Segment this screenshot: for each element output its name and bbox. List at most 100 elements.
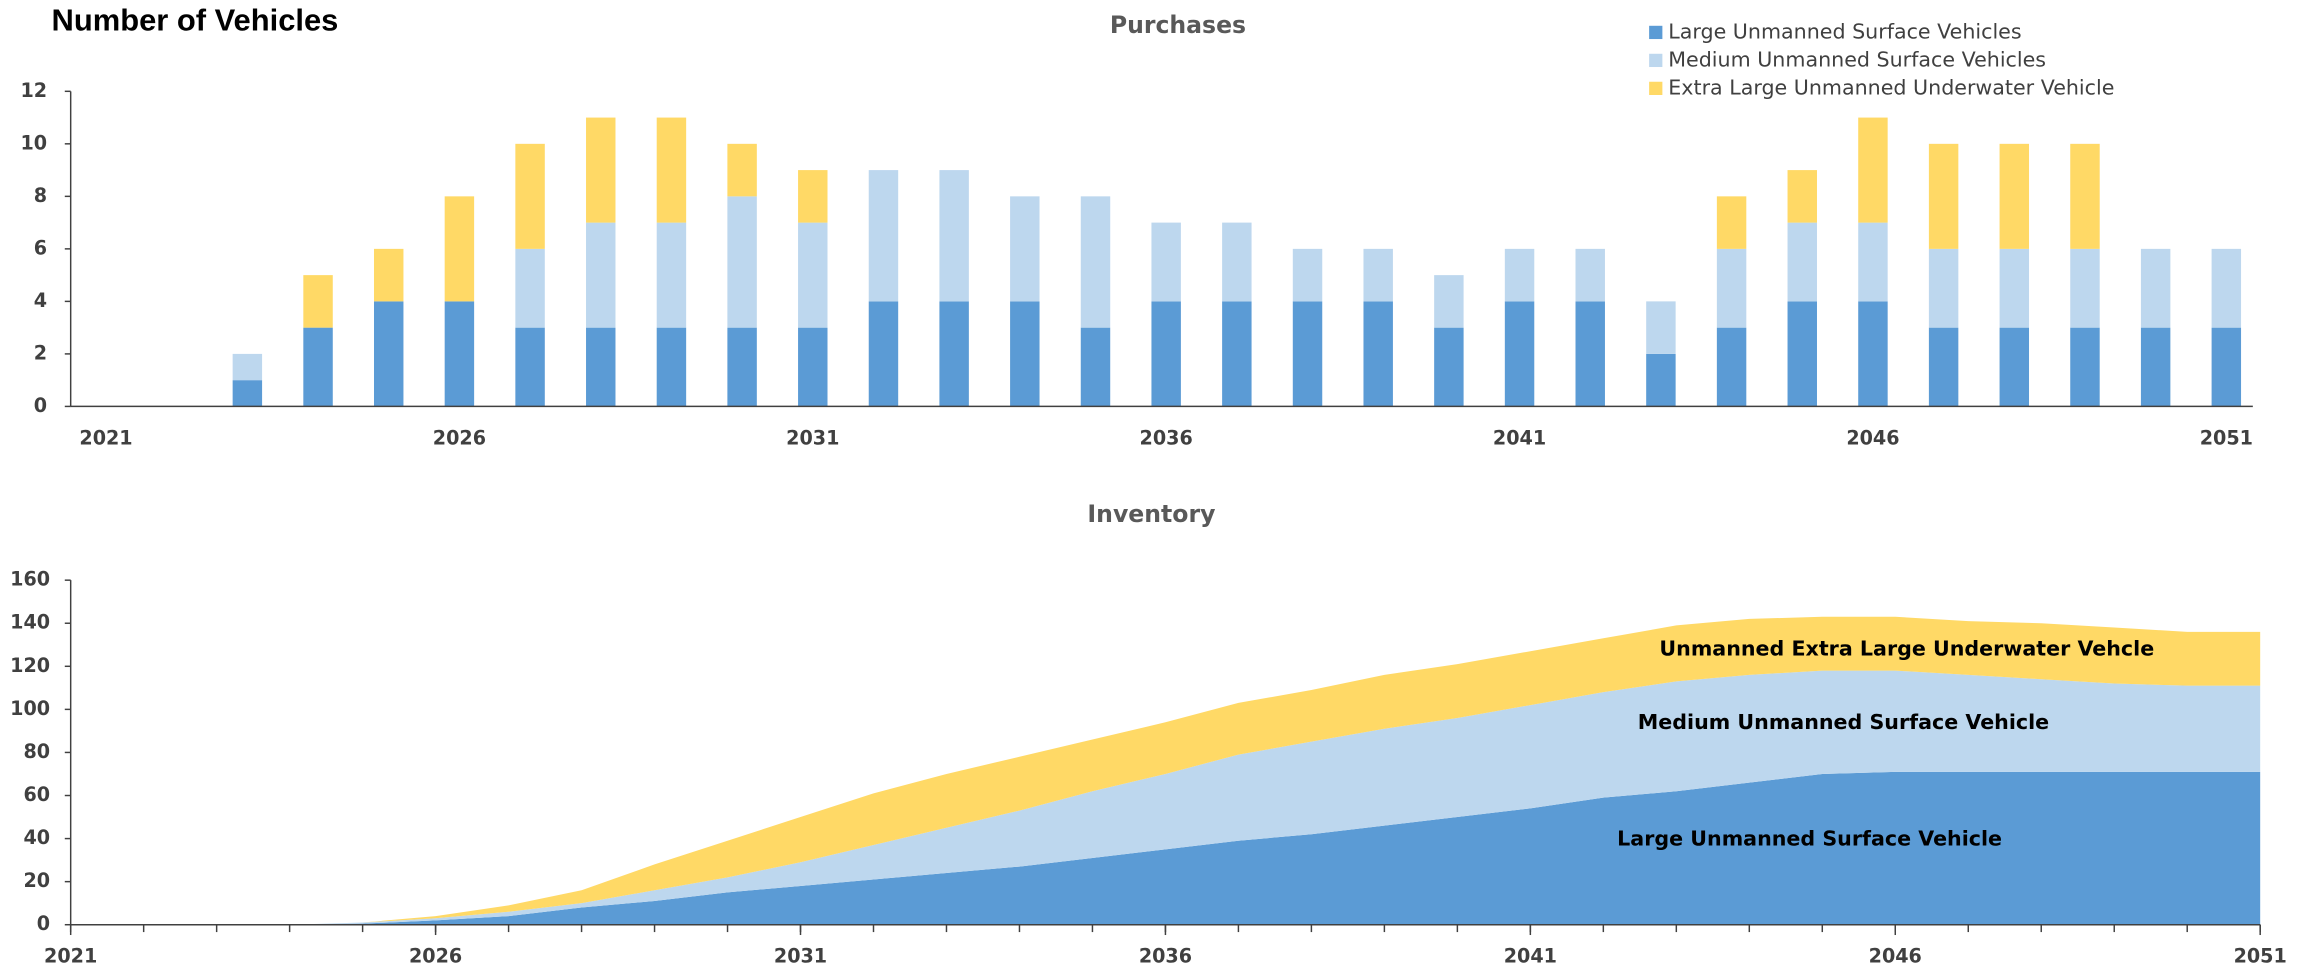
bar-segment xyxy=(2070,327,2100,407)
bar-segment xyxy=(1504,248,1535,302)
legend-swatch xyxy=(1649,81,1663,95)
area-label: Large Unmanned Surface Vehicle xyxy=(1617,826,2002,850)
bar-segment xyxy=(1151,301,1181,407)
bar-segment xyxy=(1434,275,1464,328)
bar-segment xyxy=(1222,222,1252,302)
bar-segment xyxy=(444,196,475,302)
bar-segment xyxy=(2140,327,2171,407)
bar-segment xyxy=(656,327,687,407)
bar-segment xyxy=(515,143,545,249)
y-tick-label: 160 xyxy=(10,568,50,591)
x-tick-label: 2026 xyxy=(409,945,462,967)
bar-segment xyxy=(2211,248,2242,328)
chart-title: Purchases xyxy=(1110,11,1246,39)
bar-segment xyxy=(1646,353,1676,407)
bar-segment xyxy=(656,117,687,223)
bar-segment xyxy=(1787,222,1817,302)
chart-title: Inventory xyxy=(1087,500,1215,528)
y-tick-label: 12 xyxy=(20,79,47,102)
bar-segment xyxy=(798,170,828,223)
bar-segment xyxy=(1292,248,1323,302)
bar-segment xyxy=(1434,327,1464,407)
bar-segment xyxy=(2070,248,2100,328)
bar-segment xyxy=(1858,117,1888,223)
bar-segment xyxy=(1646,301,1676,354)
bar-segment xyxy=(1010,301,1040,407)
bar-segment xyxy=(1575,248,1605,302)
legend-label: Large Unmanned Surface Vehicles xyxy=(1668,19,2021,43)
y-tick-label: 0 xyxy=(37,912,50,935)
y-tick-label: 10 xyxy=(20,131,47,154)
bar-segment xyxy=(1716,196,1747,249)
bar-segment xyxy=(1363,248,1393,302)
bar-segment xyxy=(1010,196,1040,302)
x-tick-label: 2051 xyxy=(2200,426,2253,449)
bar-segment xyxy=(515,248,545,328)
bar-segment xyxy=(586,327,616,407)
bar-segment xyxy=(1080,196,1111,328)
bar-segment xyxy=(1928,327,1959,407)
area xyxy=(70,670,2261,925)
y-tick-label: 140 xyxy=(10,611,50,634)
y-tick-label: 20 xyxy=(23,869,50,892)
area xyxy=(70,616,2261,925)
bar-segment xyxy=(1080,327,1111,407)
legend-label: Extra Large Unmanned Underwater Vehicle xyxy=(1668,75,2114,99)
bar-segment xyxy=(1151,222,1181,302)
bar-segment xyxy=(1716,327,1747,407)
x-tick-label: 2046 xyxy=(1869,945,1922,967)
bar-segment xyxy=(2211,327,2242,407)
bar-segment xyxy=(1858,222,1888,302)
bar-segment xyxy=(727,196,757,328)
x-tick-label: 2041 xyxy=(1504,945,1557,967)
y-tick-label: 120 xyxy=(10,654,50,677)
x-tick-label: 2036 xyxy=(1140,426,1193,449)
bar-segment xyxy=(586,222,616,328)
legend-swatch xyxy=(1649,25,1663,40)
x-tick-label: 2046 xyxy=(1846,426,1899,449)
bar-segment xyxy=(727,143,757,197)
bar-segment xyxy=(515,327,545,407)
y-tick-label: 80 xyxy=(23,740,50,763)
bar-segment xyxy=(373,248,404,302)
y-tick-label: 100 xyxy=(10,697,50,720)
bar-segment xyxy=(1292,301,1323,407)
area xyxy=(70,771,2261,925)
bar-segment xyxy=(868,170,899,302)
bar-segment xyxy=(303,327,333,407)
bar-segment xyxy=(1787,301,1817,407)
bar-segment xyxy=(939,301,969,407)
bar-segment xyxy=(1504,301,1535,407)
bar-segment xyxy=(1787,170,1817,223)
y-tick-label: 60 xyxy=(23,783,50,806)
x-tick-label: 2031 xyxy=(786,426,839,449)
y-tick-label: 2 xyxy=(34,341,47,364)
y-tick-label: 4 xyxy=(34,289,47,312)
page-title: Number of Vehicles xyxy=(52,2,339,37)
bar-segment xyxy=(1999,327,2030,407)
bar-segment xyxy=(444,301,475,407)
bar-segment xyxy=(232,353,263,381)
x-tick-label: 2041 xyxy=(1493,426,1546,449)
bar-segment xyxy=(1858,301,1888,407)
bar-segment xyxy=(939,170,969,302)
area-label: Medium Unmanned Surface Vehicle xyxy=(1638,710,2049,734)
x-tick-label: 2021 xyxy=(79,426,132,449)
x-tick-label: 2026 xyxy=(433,426,486,449)
bar-segment xyxy=(1716,248,1747,328)
bar-segment xyxy=(1222,301,1252,407)
bar-segment xyxy=(1999,143,2030,249)
bar-segment xyxy=(2140,248,2171,328)
bar-segment xyxy=(727,327,757,407)
y-tick-label: 6 xyxy=(34,236,47,259)
x-tick-label: 2051 xyxy=(2234,945,2287,967)
y-tick-label: 40 xyxy=(23,826,50,849)
bar-segment xyxy=(1928,143,1959,249)
bar-segment xyxy=(1363,301,1393,407)
y-tick-label: 0 xyxy=(34,394,47,417)
y-tick-label: 8 xyxy=(34,184,47,207)
x-tick-label: 2021 xyxy=(44,945,97,967)
bar-segment xyxy=(2070,143,2100,249)
